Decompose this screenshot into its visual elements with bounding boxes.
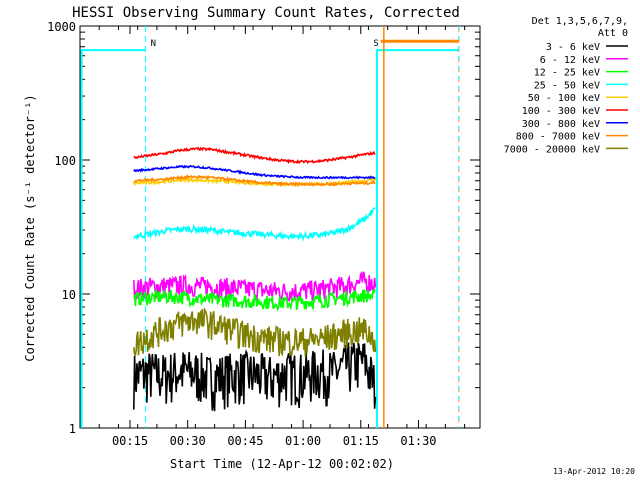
y-tick-label: 10 [62,288,76,302]
x-tick-label: 01:00 [285,434,321,448]
legend-entry-label: 300 - 800 keV [522,119,600,130]
legend: Det 1,3,5,6,7,9,Att 0 3 - 6 keV 6 - 12 keV… [504,16,628,155]
x-tick-label: 01:15 [343,434,379,448]
x-tick-label: 00:30 [170,434,206,448]
legend-entry-label: 3 - 6 keV [546,42,600,53]
chart-title: HESSI Observing Summary Count Rates, Cor… [72,5,460,21]
annotation-n: N [151,39,156,49]
legend-entry-label: 6 - 12 keV [540,55,600,66]
series-line [133,164,376,180]
plot-area: 00:15 00:30 00:45 01:00 01:15 01:30 1 10 100 1000… [47,20,481,448]
y-tick-label: 1000 [47,20,76,34]
legend-header: Att 0 [598,28,628,39]
y-tick-label: 1 [69,422,76,436]
legend-entry-label: 800 - 7000 keV [516,132,600,143]
y-tick-label: 100 [54,154,76,168]
x-tick-label: 00:45 [227,434,263,448]
legend-entry-label: 50 - 100 keV [528,93,600,104]
cyan-level-left [80,49,146,428]
annotation-s: S [373,39,378,49]
series-line [133,146,376,165]
series-line [133,307,377,358]
legend-entry-label: 12 - 25 keV [534,68,600,79]
cyan-level-right [375,49,459,428]
x-tick-label: 00:15 [112,434,148,448]
footer-timestamp: 13-Apr-2012 10:20 [553,467,635,476]
series-line [133,207,376,242]
series-line [133,288,377,312]
x-axis-label: Start Time (12-Apr-12 00:02:02) [170,457,394,471]
legend-entry-label: 100 - 300 keV [522,106,600,117]
y-axis-label: Corrected Count Rate (s⁻¹ detector⁻¹) [23,94,37,361]
series-line [133,174,376,188]
legend-entry-label: 25 - 50 keV [534,80,600,91]
legend-entry-label: 7000 - 20000 keV [504,144,600,155]
plot-frame [79,25,481,429]
series-line [133,341,377,412]
legend-header: Det 1,3,5,6,7,9, [532,16,628,27]
x-tick-label: 01:30 [400,434,436,448]
